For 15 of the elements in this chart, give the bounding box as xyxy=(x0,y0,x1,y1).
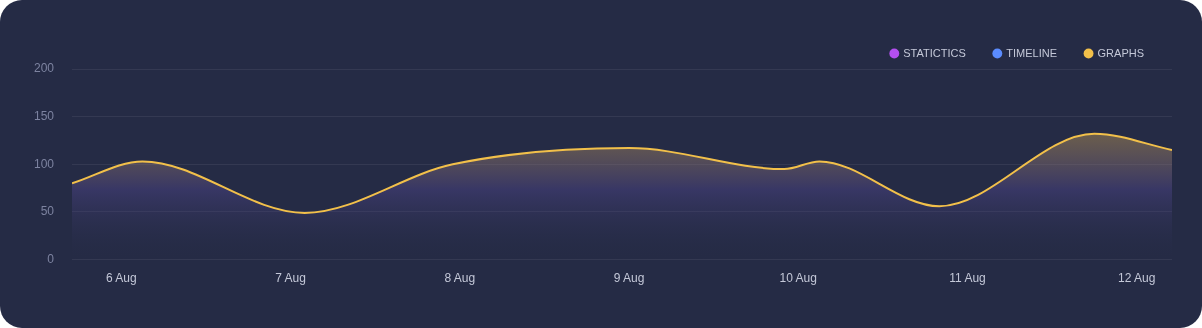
y-tick-label: 150 xyxy=(33,108,55,123)
x-tick-label: 9 Aug xyxy=(613,271,645,286)
x-tick-label: 10 Aug xyxy=(779,271,817,286)
legend-label: TIMELINE xyxy=(1006,46,1058,59)
x-tick-label: 7 Aug xyxy=(275,271,306,286)
y-tick-label: 0 xyxy=(47,251,55,266)
legend-label: STATICTICS xyxy=(903,46,966,59)
x-tick-label: 11 Aug xyxy=(949,271,986,286)
y-tick-label: 200 xyxy=(33,61,55,76)
legend-label: GRAPHS xyxy=(1097,46,1145,59)
y-tick-label: 100 xyxy=(33,156,55,171)
x-tick-label: 8 Aug xyxy=(444,271,476,286)
y-tick-label: 50 xyxy=(40,204,55,219)
x-tick-label: 12 Aug xyxy=(1118,271,1156,286)
x-tick-label: 6 Aug xyxy=(106,271,137,286)
